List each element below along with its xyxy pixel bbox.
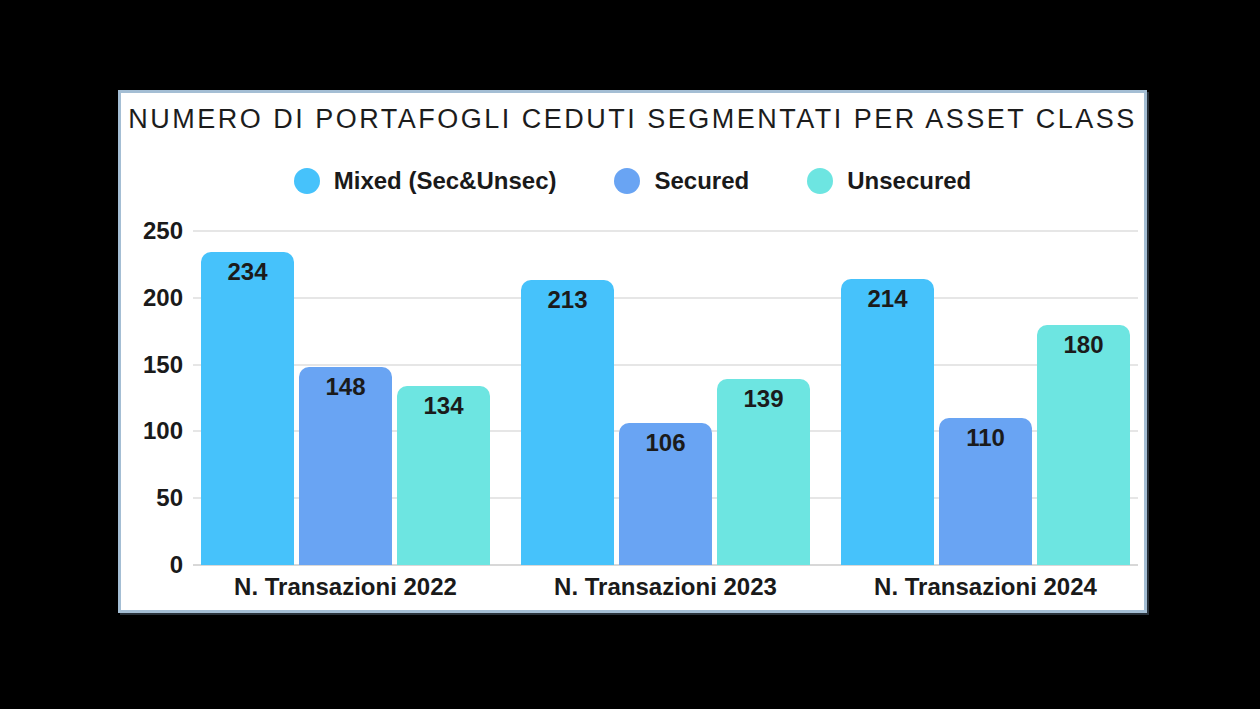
legend-marker-icon <box>807 168 833 194</box>
bar: 180 <box>1037 325 1130 565</box>
bar: 148 <box>299 367 392 565</box>
y-tick-label: 0 <box>121 552 183 578</box>
x-category-label: N. Transazioni 2024 <box>836 573 1136 601</box>
page-background: NUMERO DI PORTAFOGLI CEDUTI SEGMENTATI P… <box>0 0 1260 709</box>
legend-marker-icon <box>614 168 640 194</box>
x-category-label: N. Transazioni 2023 <box>516 573 816 601</box>
bar-value-label: 213 <box>521 286 614 314</box>
bar: 213 <box>521 280 614 565</box>
bar-value-label: 139 <box>717 385 810 413</box>
legend-item: Unsecured <box>807 167 971 195</box>
bar: 234 <box>201 252 294 565</box>
legend-item: Mixed (Sec&Unsec) <box>294 167 557 195</box>
legend-marker-icon <box>294 168 320 194</box>
bar-value-label: 110 <box>939 424 1032 452</box>
gridline <box>193 230 1138 232</box>
chart-title: NUMERO DI PORTAFOGLI CEDUTI SEGMENTATI P… <box>121 104 1144 135</box>
chart-card: NUMERO DI PORTAFOGLI CEDUTI SEGMENTATI P… <box>118 90 1147 613</box>
y-tick-label: 200 <box>121 285 183 311</box>
bar: 134 <box>397 386 490 565</box>
y-tick-label: 100 <box>121 418 183 444</box>
bar-value-label: 214 <box>841 285 934 313</box>
bar: 110 <box>939 418 1032 565</box>
y-tick-label: 150 <box>121 352 183 378</box>
gridline <box>193 364 1138 366</box>
chart-legend: Mixed (Sec&Unsec) Secured Unsecured <box>121 167 1144 195</box>
bar: 106 <box>619 423 712 565</box>
plot-area: 234 213 214 148 106 110 134 139 180 <box>193 231 1138 565</box>
gridline <box>193 297 1138 299</box>
bar-value-label: 148 <box>299 373 392 401</box>
y-tick-label: 250 <box>121 218 183 244</box>
legend-label: Secured <box>654 167 749 195</box>
bar: 139 <box>717 379 810 565</box>
legend-label: Mixed (Sec&Unsec) <box>334 167 557 195</box>
x-category-label: N. Transazioni 2022 <box>196 573 496 601</box>
legend-item: Secured <box>614 167 749 195</box>
bar-value-label: 180 <box>1037 331 1130 359</box>
bar-value-label: 134 <box>397 392 490 420</box>
bar-value-label: 106 <box>619 429 712 457</box>
legend-label: Unsecured <box>847 167 971 195</box>
bar: 214 <box>841 279 934 565</box>
bar-value-label: 234 <box>201 258 294 286</box>
y-axis: 050100150200250 <box>121 231 183 565</box>
y-tick-label: 50 <box>121 485 183 511</box>
x-axis: N. Transazioni 2022 N. Transazioni 2023 N.… <box>193 573 1138 607</box>
